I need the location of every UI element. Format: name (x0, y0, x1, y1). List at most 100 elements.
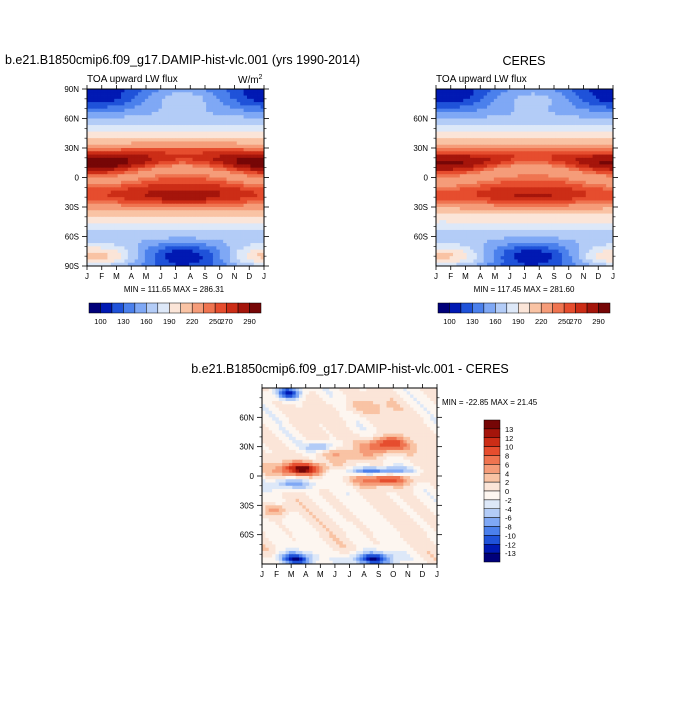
heatmap-cell (521, 151, 525, 155)
heatmap-cell (542, 174, 546, 178)
heatmap-cell (596, 200, 600, 204)
heatmap-cell (494, 187, 498, 191)
heatmap-cell (107, 223, 111, 227)
heatmap-cell (172, 253, 176, 257)
heatmap-cell (203, 145, 207, 149)
heatmap-cell (141, 105, 145, 109)
heatmap-cell (579, 148, 583, 152)
heatmap-cell (165, 115, 169, 119)
heatmap-cell (586, 115, 590, 119)
heatmap-cell (223, 135, 227, 139)
heatmap-cell (176, 191, 180, 195)
heatmap-cell (172, 99, 176, 103)
heatmap-cell (582, 128, 586, 132)
heatmap-cell (131, 132, 135, 136)
heatmap-cell (169, 171, 173, 175)
heatmap-cell (562, 138, 566, 142)
heatmap-cell (233, 168, 237, 172)
heatmap-cell (576, 96, 580, 100)
heatmap-cell (233, 197, 237, 201)
heatmap-cell (562, 174, 566, 178)
heatmap-cell (233, 125, 237, 129)
heatmap-cell (186, 148, 190, 152)
heatmap-cell (535, 102, 539, 106)
heatmap-cell (138, 164, 142, 168)
heatmap-cell (586, 204, 590, 208)
heatmap-cell (182, 109, 186, 113)
heatmap-cell (182, 204, 186, 208)
heatmap-cell (450, 214, 454, 218)
heatmap-cell (118, 109, 122, 113)
heatmap-cell (152, 181, 156, 185)
heatmap-cell (565, 119, 569, 123)
heatmap-cell (450, 158, 454, 162)
heatmap-cell (555, 122, 559, 126)
heatmap-cell (582, 141, 586, 145)
heatmap-cell (213, 135, 217, 139)
heatmap-cell (589, 194, 593, 198)
heatmap-cell (152, 207, 156, 211)
heatmap-cell (118, 148, 122, 152)
heatmap-cell (456, 164, 460, 168)
heatmap-cell (148, 161, 152, 165)
heatmap-cell (463, 105, 467, 109)
heatmap-cell (582, 115, 586, 119)
heatmap-cell (121, 250, 125, 254)
heatmap-cell (121, 181, 125, 185)
heatmap-cell (504, 207, 508, 211)
heatmap-cell (237, 259, 241, 263)
heatmap-cell (158, 145, 162, 149)
heatmap-cell (124, 161, 128, 165)
heatmap-cell (182, 138, 186, 142)
heatmap-cell (206, 217, 210, 221)
heatmap-cell (446, 184, 450, 188)
heatmap-cell (199, 250, 203, 254)
heatmap-cell (158, 112, 162, 116)
heatmap-cell (233, 200, 237, 204)
heatmap-cell (477, 174, 481, 178)
heatmap-cell (504, 191, 508, 195)
heatmap-cell (250, 181, 254, 185)
heatmap-cell (223, 109, 227, 113)
heatmap-cell (87, 161, 91, 165)
heatmap-cell (548, 197, 552, 201)
heatmap-cell (467, 158, 471, 162)
heatmap-cell (121, 194, 125, 198)
heatmap-cell (460, 89, 464, 93)
heatmap-cell (576, 164, 580, 168)
heatmap-cell (237, 148, 241, 152)
colorbar-swatch (158, 303, 169, 313)
heatmap-cell (535, 158, 539, 162)
heatmap-cell (552, 99, 556, 103)
heatmap-cell (111, 194, 115, 198)
heatmap-cell (172, 259, 176, 263)
heatmap-cell (244, 184, 248, 188)
heatmap-cell (155, 171, 159, 175)
heatmap-cell (206, 164, 210, 168)
heatmap-cell (220, 197, 224, 201)
heatmap-cell (141, 89, 145, 93)
heatmap-cell (121, 259, 125, 263)
heatmap-cell (111, 253, 115, 257)
heatmap-cell (216, 250, 220, 254)
heatmap-cell (548, 200, 552, 204)
heatmap-cell (203, 197, 207, 201)
heatmap-cell (193, 99, 197, 103)
heatmap-cell (233, 237, 237, 241)
heatmap-cell (538, 197, 542, 201)
heatmap-cell (562, 99, 566, 103)
heatmap-cell (247, 178, 251, 182)
heatmap-cell (240, 194, 244, 198)
heatmap-cell (210, 253, 214, 257)
heatmap-cell (446, 92, 450, 96)
heatmap-cell (504, 115, 508, 119)
heatmap-cell (233, 135, 237, 139)
heatmap-cell (450, 96, 454, 100)
heatmap-cell (484, 158, 488, 162)
heatmap-cell (193, 138, 197, 142)
heatmap-cell (216, 168, 220, 172)
heatmap-cell (233, 128, 237, 132)
heatmap-cell (193, 184, 197, 188)
heatmap-cell (514, 164, 518, 168)
heatmap-cell (101, 112, 105, 116)
